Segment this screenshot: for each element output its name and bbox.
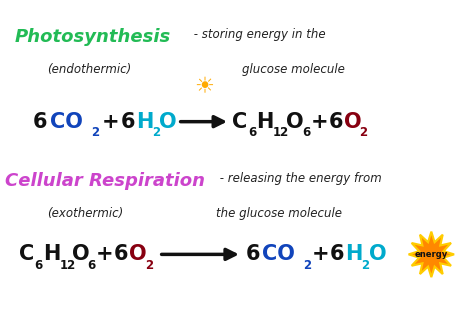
- Text: H: H: [345, 244, 363, 264]
- Text: 6: 6: [121, 112, 136, 132]
- Text: 2: 2: [145, 259, 153, 272]
- Text: glucose molecule: glucose molecule: [242, 63, 345, 76]
- Text: 6: 6: [114, 244, 128, 264]
- Text: +: +: [310, 112, 328, 132]
- Text: 2: 2: [152, 126, 160, 139]
- Text: O: O: [159, 112, 177, 132]
- Text: (exothermic): (exothermic): [47, 207, 124, 220]
- Text: O: O: [72, 244, 90, 264]
- Text: 6: 6: [33, 112, 48, 132]
- Text: Photosynthesis: Photosynthesis: [14, 28, 171, 46]
- Text: 6: 6: [35, 259, 43, 272]
- Text: 6: 6: [329, 244, 344, 264]
- Text: - releasing the energy from: - releasing the energy from: [216, 172, 382, 185]
- Text: +: +: [96, 244, 113, 264]
- Text: - storing energy in the: - storing energy in the: [190, 28, 325, 41]
- Text: Cellular Respiration: Cellular Respiration: [5, 172, 205, 190]
- Text: 12: 12: [273, 126, 289, 139]
- Text: C: C: [19, 244, 34, 264]
- Text: 12: 12: [59, 259, 75, 272]
- Text: O: O: [129, 244, 146, 264]
- Text: H: H: [256, 112, 274, 132]
- Text: O: O: [369, 244, 386, 264]
- Text: 6: 6: [88, 259, 96, 272]
- Text: C: C: [232, 112, 247, 132]
- Text: ☀: ☀: [194, 77, 214, 97]
- Text: 6: 6: [302, 126, 310, 139]
- Text: +: +: [102, 112, 119, 132]
- Polygon shape: [409, 232, 454, 277]
- Text: the glucose molecule: the glucose molecule: [216, 207, 342, 220]
- Text: (endothermic): (endothermic): [47, 63, 132, 76]
- Text: H: H: [43, 244, 60, 264]
- Text: 2: 2: [361, 259, 369, 272]
- Text: energy: energy: [415, 250, 448, 259]
- Text: CO: CO: [262, 244, 294, 264]
- Text: 6: 6: [246, 244, 260, 264]
- Text: 2: 2: [359, 126, 367, 139]
- Text: 6: 6: [248, 126, 256, 139]
- Text: 2: 2: [91, 126, 100, 139]
- Text: +: +: [312, 244, 329, 264]
- Text: CO: CO: [50, 112, 82, 132]
- Text: O: O: [286, 112, 303, 132]
- Text: H: H: [137, 112, 154, 132]
- Text: 2: 2: [303, 259, 311, 272]
- Text: O: O: [344, 112, 361, 132]
- Text: 6: 6: [328, 112, 343, 132]
